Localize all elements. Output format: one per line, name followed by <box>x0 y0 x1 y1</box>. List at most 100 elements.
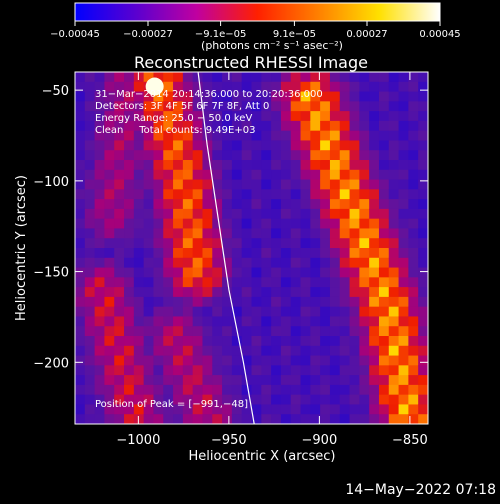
heatmap-cell <box>408 326 419 337</box>
heatmap-cell <box>300 199 311 210</box>
heatmap-cell <box>212 91 223 102</box>
heatmap-cell <box>310 140 321 151</box>
heatmap-cell <box>398 160 409 171</box>
heatmap-cell <box>143 179 155 190</box>
heatmap-cell <box>300 160 311 171</box>
heatmap-cell <box>271 72 282 83</box>
heatmap-cell <box>408 277 419 288</box>
heatmap-cell <box>222 72 233 83</box>
heatmap-cell <box>231 111 243 122</box>
heatmap-cell <box>369 375 380 386</box>
heatmap-cell <box>104 199 115 210</box>
heatmap-cell <box>202 101 213 112</box>
heatmap-cell <box>280 111 292 122</box>
heatmap-cell <box>378 375 390 386</box>
heatmap-cell <box>84 160 96 171</box>
heatmap-cell <box>75 394 86 406</box>
heatmap-cell <box>104 150 115 161</box>
heatmap-cell <box>329 326 341 337</box>
heatmap-cell <box>124 91 135 102</box>
heatmap-cell <box>163 394 174 406</box>
heatmap-cell <box>75 345 86 357</box>
heatmap-cell <box>114 160 125 171</box>
heatmap-cell <box>241 140 253 151</box>
heatmap-cell <box>212 355 223 366</box>
heatmap-cell <box>133 72 145 83</box>
heatmap-cell <box>163 375 174 386</box>
heatmap-cell <box>349 306 360 318</box>
heatmap-cell <box>241 296 253 308</box>
heatmap-cell <box>231 365 243 376</box>
heatmap-cell <box>408 365 419 376</box>
heatmap-cell <box>310 267 321 278</box>
y-tick-label: −200 <box>33 356 69 371</box>
heatmap-cell <box>418 316 428 327</box>
heatmap-cell <box>212 404 223 415</box>
heatmap-cell <box>280 218 292 230</box>
heatmap-cell <box>359 150 370 161</box>
heatmap-cell <box>339 414 351 424</box>
heatmap-cell <box>408 238 419 249</box>
heatmap-cell <box>163 248 174 259</box>
heatmap-cell <box>369 199 380 210</box>
heatmap-cell <box>261 375 272 386</box>
heatmap-cell <box>398 140 409 151</box>
heatmap-cell <box>310 208 321 220</box>
heatmap-cell <box>241 394 253 406</box>
heatmap-cell <box>378 384 390 396</box>
heatmap-cell <box>378 267 390 278</box>
heatmap-cell <box>378 394 390 406</box>
heatmap-cell <box>418 101 428 112</box>
heatmap-cell <box>94 384 106 396</box>
heatmap-cell <box>163 414 174 424</box>
heatmap-cell <box>222 296 233 308</box>
heatmap-cell <box>329 375 341 386</box>
heatmap-cell <box>310 101 321 112</box>
heatmap-cell <box>84 394 96 406</box>
heatmap-cell <box>251 140 262 151</box>
y-tick-label: −100 <box>33 175 69 190</box>
heatmap-cell <box>182 267 194 278</box>
heatmap-cell <box>261 208 272 220</box>
heatmap-cell <box>320 277 331 288</box>
heatmap-cell <box>369 414 380 424</box>
heatmap-cell <box>94 287 106 298</box>
heatmap-cell <box>251 130 262 142</box>
heatmap-cell <box>310 355 321 366</box>
heatmap-cell <box>251 326 262 337</box>
heatmap-cell <box>153 375 164 386</box>
heatmap-cell <box>320 160 331 171</box>
heatmap-cell <box>182 179 194 190</box>
heatmap-cell <box>192 120 204 132</box>
heatmap-cell <box>94 375 106 386</box>
heatmap-cell <box>114 81 125 93</box>
heatmap-cell <box>202 228 213 239</box>
heatmap-cell <box>202 189 213 200</box>
heatmap-cell <box>339 218 351 230</box>
heatmap-cell <box>202 248 213 259</box>
heatmap-cell <box>231 267 243 278</box>
heatmap-cell <box>339 316 351 327</box>
heatmap-cell <box>173 384 184 396</box>
heatmap-cell <box>359 375 370 386</box>
heatmap-cell <box>251 169 262 181</box>
colorbar-tick-label: 9.1e−05 <box>273 29 316 40</box>
heatmap-cell <box>104 189 115 200</box>
heatmap-cell <box>329 189 341 200</box>
heatmap-cell <box>320 140 331 151</box>
heatmap-cell <box>349 296 360 308</box>
heatmap-cell <box>398 326 409 337</box>
heatmap-cell <box>182 355 194 366</box>
heatmap-cell <box>75 384 86 396</box>
heatmap-cell <box>182 150 194 161</box>
heatmap-cell <box>408 111 419 122</box>
heatmap-cell <box>251 375 262 386</box>
heatmap-cell <box>320 375 331 386</box>
heatmap-cell <box>418 365 428 376</box>
heatmap-cell <box>320 91 331 102</box>
heatmap-cell <box>320 120 331 132</box>
heatmap-cell <box>182 404 194 415</box>
heatmap-cell <box>290 228 302 239</box>
heatmap-cell <box>153 120 164 132</box>
heatmap-cell <box>231 355 243 366</box>
